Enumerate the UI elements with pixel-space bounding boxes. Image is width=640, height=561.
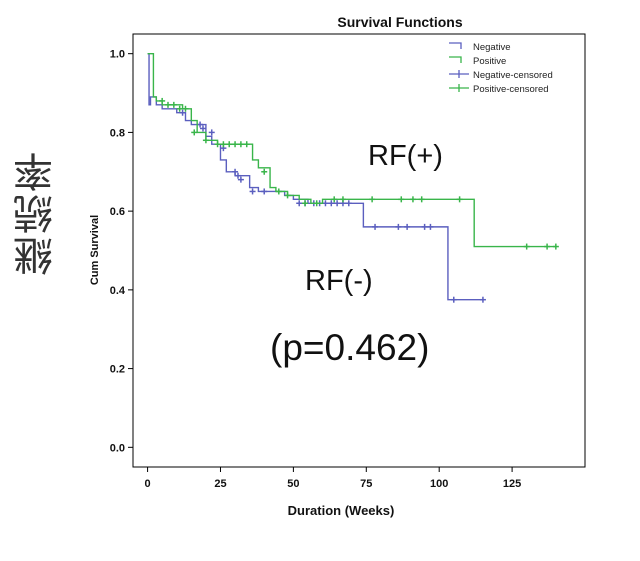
- censor-mark-positive: [159, 97, 166, 104]
- censor-mark-positive: [523, 243, 530, 250]
- chart-title: Survival Functions: [337, 14, 462, 30]
- y-axis-label: Cum Survival: [89, 215, 101, 285]
- censor-mark-negative: [345, 200, 352, 207]
- censor-mark-positive: [191, 129, 198, 136]
- side-label-container: 継続率: [8, 150, 68, 350]
- legend-line-swatch: [449, 42, 462, 49]
- y-tick-label: 0.4: [110, 285, 126, 297]
- censor-mark-positive: [232, 141, 239, 148]
- censor-mark-negative: [334, 200, 341, 207]
- censor-mark-positive: [243, 141, 250, 148]
- annotation-rf-negative: RF(-): [305, 265, 373, 297]
- censor-mark-negative: [234, 172, 241, 179]
- x-tick-label: 75: [360, 478, 372, 490]
- censor-mark-negative: [322, 200, 329, 207]
- censor-mark-negative: [372, 223, 379, 230]
- censor-mark-positive: [176, 105, 183, 112]
- censor-mark-positive: [164, 101, 171, 108]
- censor-mark-positive: [331, 196, 338, 203]
- censor-mark-positive: [552, 243, 559, 250]
- censor-mark-positive: [275, 188, 282, 195]
- legend-label: Positive: [473, 56, 506, 67]
- censor-mark-negative: [208, 129, 215, 136]
- censor-mark-negative: [232, 168, 239, 175]
- x-axis-label: Duration (Weeks): [288, 503, 395, 518]
- censor-mark-positive: [418, 196, 425, 203]
- censor-mark-positive: [226, 141, 233, 148]
- censor-mark-negative: [261, 188, 268, 195]
- censor-mark-positive: [456, 196, 463, 203]
- censor-mark-positive: [369, 196, 376, 203]
- censor-mark-negative: [404, 223, 411, 230]
- censor-mark-positive: [170, 101, 177, 108]
- x-tick-label: 100: [430, 478, 448, 490]
- censor-mark-negative: [479, 296, 486, 303]
- censor-mark-negative: [197, 121, 204, 128]
- censor-mark-positive: [220, 141, 227, 148]
- legend-label: Negative-censored: [473, 70, 553, 81]
- censor-mark-positive: [182, 105, 189, 112]
- annotation-rf-positive: RF(+): [368, 140, 443, 172]
- censor-mark-negative: [199, 125, 206, 132]
- censor-mark-positive: [237, 141, 244, 148]
- x-tick-label: 50: [287, 478, 299, 490]
- x-tick-label: 0: [145, 478, 151, 490]
- censor-mark-positive: [313, 200, 320, 207]
- censor-mark-negative: [395, 223, 402, 230]
- series-line-negative: [147, 52, 483, 301]
- censor-mark-negative: [328, 200, 335, 207]
- censor-mark-negative: [296, 200, 303, 207]
- censor-mark-negative: [179, 109, 186, 116]
- legend-label: Positive-censored: [473, 84, 549, 95]
- censor-mark-negative: [421, 223, 428, 230]
- legend-line-swatch: [449, 56, 462, 63]
- annotation-pvalue: (p=0.462): [270, 327, 429, 368]
- censor-mark-positive: [339, 196, 346, 203]
- y-tick-label: 0.2: [110, 364, 125, 376]
- censor-mark-positive: [544, 243, 551, 250]
- censor-mark-negative: [427, 223, 434, 230]
- x-tick-label: 25: [214, 478, 226, 490]
- censor-mark-positive: [284, 192, 291, 199]
- censor-mark-positive: [202, 137, 209, 144]
- y-tick-label: 0.6: [110, 206, 125, 218]
- censor-mark-positive: [409, 196, 416, 203]
- censor-mark-negative: [450, 296, 457, 303]
- plot-frame: [132, 33, 586, 468]
- censor-mark-negative: [249, 188, 256, 195]
- censor-mark-positive: [398, 196, 405, 203]
- censor-mark-negative: [237, 176, 244, 183]
- y-tick-label: 0.8: [110, 127, 125, 139]
- y-tick-label: 0.0: [110, 442, 125, 454]
- side-label: 継続率: [14, 150, 60, 276]
- series-line-positive: [147, 52, 556, 248]
- legend-label: Negative: [473, 42, 511, 53]
- x-tick-label: 125: [503, 478, 521, 490]
- censor-mark-positive: [214, 141, 221, 148]
- y-tick-label: 1.0: [110, 49, 125, 61]
- censor-mark-positive: [261, 168, 268, 175]
- censor-mark-positive: [302, 200, 309, 207]
